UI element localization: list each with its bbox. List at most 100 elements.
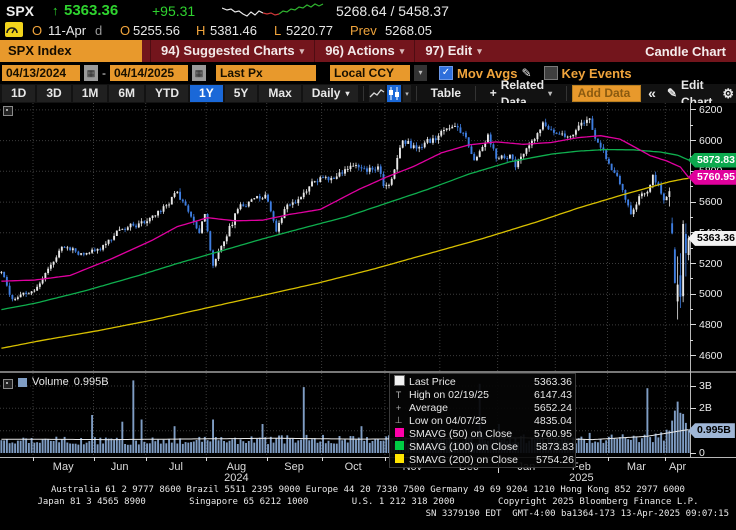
- line-chart-icon[interactable]: [369, 85, 386, 102]
- up-arrow-icon: ↑: [52, 3, 59, 18]
- chart-toolbar: 1D 3D 1M 6M YTD 1Y 5Y Max Daily ▾ ▾ Table + Relat…: [0, 77, 736, 109]
- prev-label: Prev: [350, 23, 377, 38]
- legend-row-5[interactable]: SMAVG (50) on Close 5760.95: [392, 427, 572, 440]
- axis-badge: 5760.95: [688, 169, 736, 185]
- menubar-item-suggested-charts[interactable]: 94) Suggested Charts ▾: [150, 40, 314, 62]
- table-button[interactable]: Table: [430, 86, 462, 100]
- chevron-down-icon: ▾: [548, 89, 553, 98]
- date-separator: -: [102, 66, 106, 80]
- add-data-input[interactable]: Add Data: [571, 85, 642, 102]
- range-button-ytd[interactable]: YTD: [146, 85, 189, 102]
- range-button-6m[interactable]: 6M: [109, 85, 145, 102]
- price-axis-label: 6000: [699, 134, 723, 147]
- menu-bar: SPX Index 94) Suggested Charts ▾ 96) Actio…: [0, 40, 736, 62]
- chevron-down-icon: ▾: [299, 46, 305, 56]
- chart-type-title: Candle Chart: [645, 43, 726, 59]
- open-flag-label: O: [32, 23, 43, 38]
- expand-panel-icon[interactable]: [3, 379, 13, 389]
- axis-badge: 5363.36: [688, 230, 736, 246]
- panel-divider[interactable]: [0, 371, 736, 373]
- quote-date: 11-Apr: [48, 23, 87, 38]
- period-select[interactable]: Daily ▾: [302, 85, 359, 102]
- legend-row-2[interactable]: T High on 02/19/25 6147.43: [395, 388, 572, 401]
- price-change: +95.31: [152, 3, 196, 19]
- pencil-icon: ✎: [666, 86, 678, 100]
- menubar-item-edit[interactable]: 97) Edit ▾: [414, 40, 492, 62]
- calendar-icon[interactable]: ▦: [192, 65, 206, 81]
- month-label-aug: Aug: [226, 461, 247, 473]
- chevron-down-icon[interactable]: ▾: [414, 65, 427, 81]
- range-button-1d[interactable]: 1D: [2, 85, 36, 102]
- edit-chart-button[interactable]: ✎ Edit Chart: [666, 77, 713, 109]
- volume-legend[interactable]: Volume 0.995B: [16, 376, 109, 388]
- date-to-input[interactable]: 04/14/2025: [110, 65, 188, 81]
- legend-row-6[interactable]: SMAVG (100) on Close 5873.83: [392, 440, 574, 453]
- security-field[interactable]: SPX Index: [0, 40, 142, 62]
- candle-chart-icon[interactable]: [387, 85, 402, 102]
- price-axis-label: 4800: [699, 318, 723, 331]
- chevron-down-icon: ▾: [345, 89, 350, 98]
- chart-controls: 04/13/2024 ▦ - 04/14/2025 ▦ Last Px Loca…: [0, 62, 736, 84]
- gauge-icon[interactable]: [5, 22, 23, 37]
- header-sparkline: [222, 2, 328, 19]
- low-value: 5220.77: [286, 23, 333, 38]
- prev-value: 5268.05: [385, 23, 432, 38]
- key-events-label: Key Events: [561, 65, 632, 81]
- month-label-sep: Sep: [284, 461, 304, 473]
- expand-panel-icon[interactable]: [3, 106, 13, 116]
- open-value: 5255.56: [133, 23, 180, 38]
- chart-legend[interactable]: Last Price 5363.36 T High on 02/19/25 6147.4…: [389, 373, 576, 468]
- range-button-1m[interactable]: 1M: [72, 85, 108, 102]
- low-label: L: [274, 23, 282, 38]
- open-label: O: [120, 23, 131, 38]
- range-button-5y[interactable]: 5Y: [224, 85, 258, 102]
- range-button-max[interactable]: Max: [259, 85, 301, 102]
- range-button-3d[interactable]: 3D: [37, 85, 71, 102]
- gear-icon[interactable]: ⚙: [722, 86, 735, 101]
- collapse-panel-button[interactable]: «: [648, 85, 656, 101]
- footer-contact-line1: Australia 61 2 9777 8600 Brazil 5511 239…: [51, 485, 685, 495]
- calendar-icon[interactable]: ▦: [84, 65, 98, 81]
- chart-type-menu-button[interactable]: ▾: [403, 85, 412, 102]
- currency-select[interactable]: Local CCY: [330, 65, 410, 81]
- legend-row-3[interactable]: + Average 5652.24: [395, 401, 572, 414]
- quote-subheader: O 11-Apr d O 5255.56 H 5381.46 L 5220.77…: [0, 21, 736, 40]
- key-events-checkbox[interactable]: [543, 66, 558, 80]
- month-label-oct: Oct: [344, 461, 362, 473]
- price-axis-label: 4600: [699, 349, 723, 362]
- price-type-select[interactable]: Last Px: [216, 65, 316, 81]
- month-label-jun: Jun: [110, 461, 129, 473]
- month-label-may: May: [52, 461, 74, 473]
- volume-swatch: [18, 377, 27, 387]
- chevron-down-icon: ▾: [399, 46, 405, 56]
- pencil-icon[interactable]: ✎: [521, 66, 532, 80]
- related-data-button[interactable]: + Related Data ▾: [489, 77, 553, 109]
- chart-area: 4600480050005200540056005800600062003B2B…: [0, 103, 736, 485]
- volume-value: 0.995B: [73, 376, 109, 388]
- legend-row-4[interactable]: ⊥ Low on 04/07/25 4835.04: [394, 414, 572, 427]
- year-label: 2025: [569, 472, 594, 484]
- footer-contact-line2: Japan 81 3 4565 8900 Singapore 65 6212 1…: [37, 497, 699, 507]
- volume-label: Volume: [32, 376, 69, 388]
- year-label: 2024: [224, 472, 249, 484]
- legend-row-7[interactable]: SMAVG (200) on Close 5754.26: [392, 453, 574, 466]
- mov-avgs-checkbox[interactable]: ✓: [439, 66, 453, 80]
- price-chart[interactable]: [0, 103, 690, 371]
- range-button-1y[interactable]: 1Y: [190, 85, 223, 102]
- menubar-item-actions[interactable]: 96) Actions ▾: [314, 40, 414, 62]
- month-label-jul: Jul: [168, 461, 183, 473]
- date-from-input[interactable]: 04/13/2024: [2, 65, 80, 81]
- last-price: 5363.36: [64, 2, 119, 19]
- price-axis-label: 5200: [699, 257, 723, 270]
- axis-badge: 0.995B: [688, 423, 735, 439]
- month-label-apr: Apr: [669, 461, 687, 473]
- price-axis-label: 6200: [699, 103, 723, 116]
- period-flag: d: [95, 23, 103, 38]
- quote-header: SPX ↑ 5363.36 +95.31 5268.64 / 5458.37: [0, 0, 736, 21]
- axis-badge: 5873.83: [688, 152, 736, 168]
- high-value: 5381.46: [210, 23, 257, 38]
- legend-row-1[interactable]: Last Price 5363.36: [392, 375, 572, 388]
- day-range: 5268.64 / 5458.37: [336, 3, 449, 19]
- footer-session-info: SN 3379190 EDT GMT-4:00 ba1364-173 13-Ap…: [425, 509, 729, 519]
